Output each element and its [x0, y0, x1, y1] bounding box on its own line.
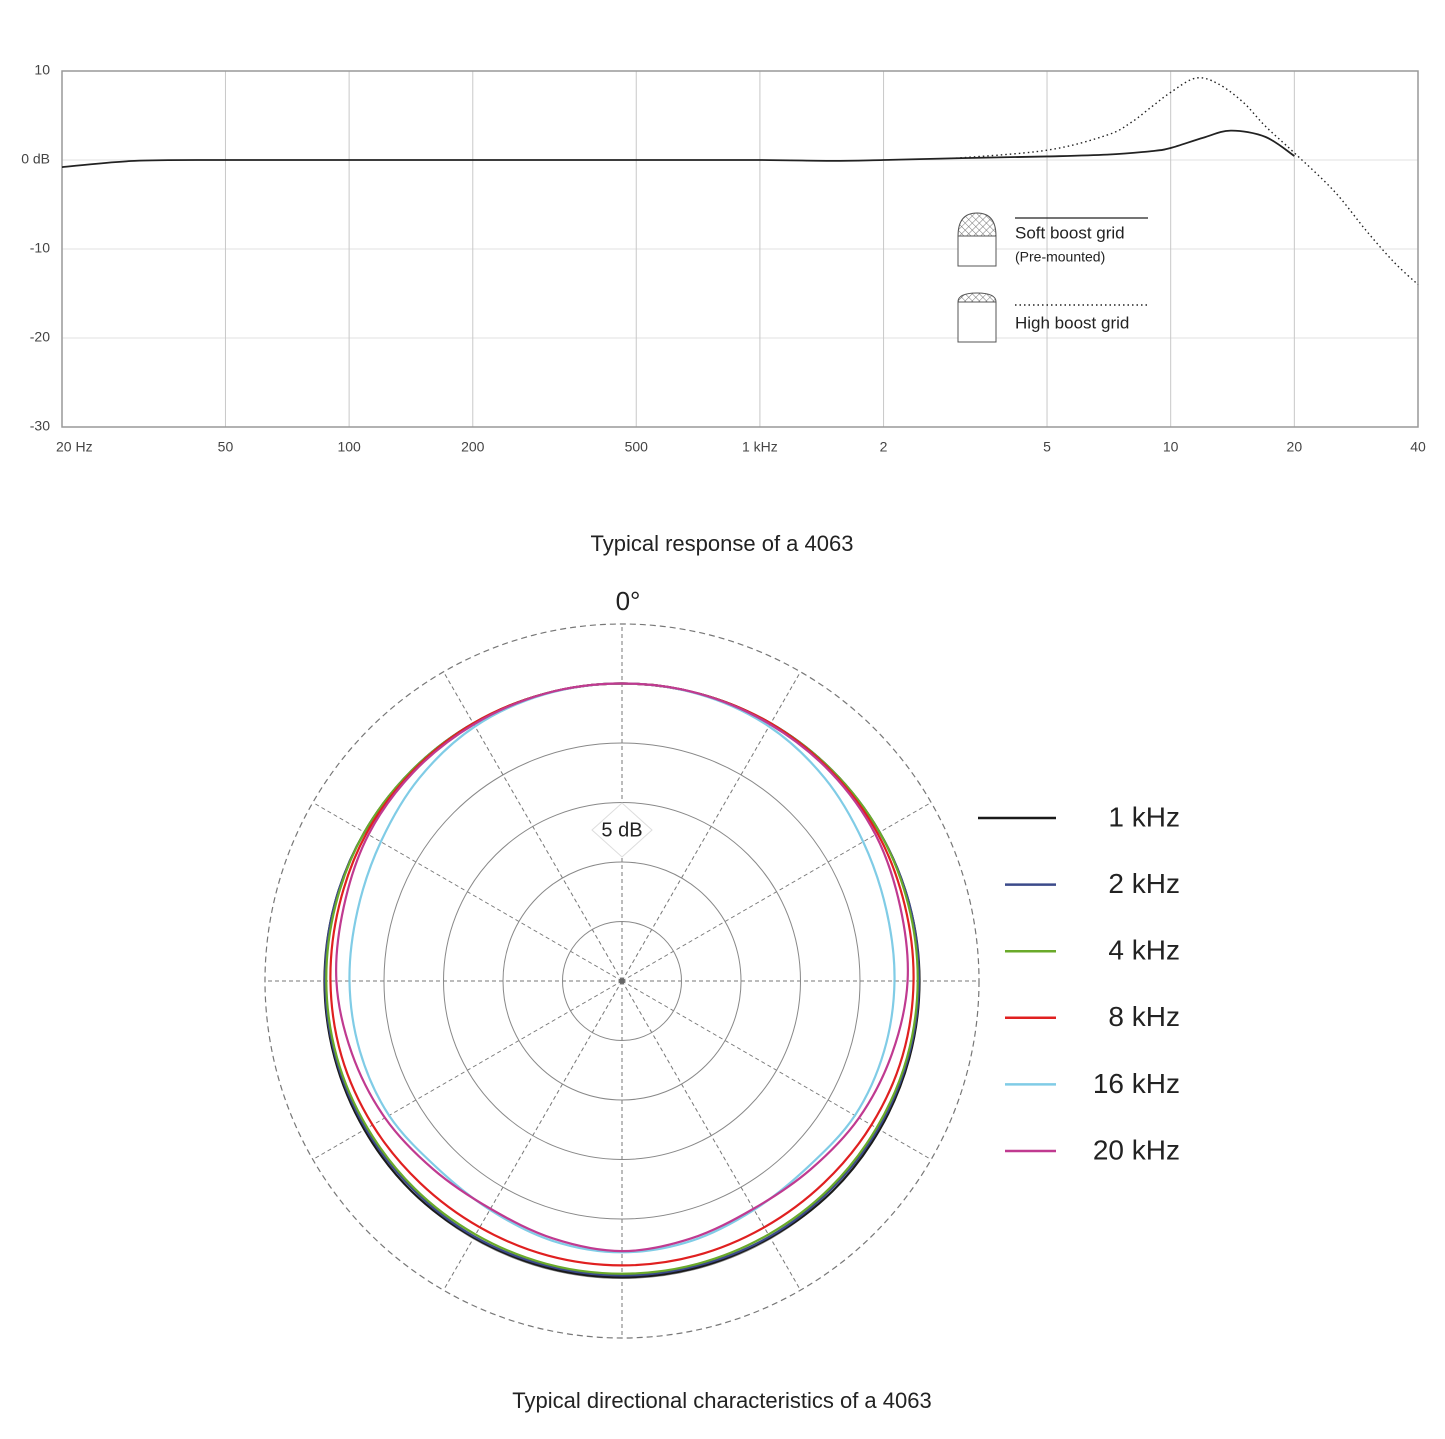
- x-tick-label: 100: [337, 439, 361, 455]
- y-tick-label: -10: [30, 240, 50, 256]
- legend-icon: [957, 235, 997, 267]
- chart-title: Typical directional characteristics of a…: [512, 1388, 931, 1413]
- legend-note: (Pre-mounted): [1015, 249, 1105, 265]
- legend-label: 8 kHz: [1108, 1001, 1180, 1032]
- x-tick-label: 20: [1287, 439, 1303, 455]
- legend-icon: [957, 292, 997, 303]
- scale-label: 5 dB: [601, 819, 642, 841]
- x-tick-label: 1 kHz: [742, 439, 778, 455]
- legend-icon: [957, 301, 997, 343]
- legend-icon: [957, 212, 997, 237]
- x-tick-label: 200: [461, 439, 485, 455]
- label-diamond: [591, 802, 653, 858]
- legend-label: High boost grid: [1015, 313, 1129, 332]
- x-tick-label: 5: [1043, 439, 1051, 455]
- y-tick-label: 10: [34, 62, 50, 78]
- plot-frame: [61, 70, 1419, 428]
- x-tick-label: 40: [1410, 439, 1426, 455]
- legend-label: 20 kHz: [1093, 1134, 1180, 1165]
- legend-label: 16 kHz: [1093, 1068, 1180, 1099]
- x-tick-label: 10: [1163, 439, 1179, 455]
- y-tick-label: -20: [30, 329, 50, 345]
- legend-label: Soft boost grid: [1015, 223, 1125, 242]
- ring: [502, 861, 742, 1101]
- polar-series: [329, 682, 915, 1267]
- line-series: [61, 129, 1295, 169]
- ring: [562, 921, 682, 1041]
- legend-label: 4 kHz: [1108, 935, 1180, 966]
- legend-label: 1 kHz: [1108, 801, 1180, 832]
- polar-series: [325, 682, 919, 1275]
- polar-series: [348, 682, 896, 1254]
- angle-label: 0°: [616, 586, 641, 616]
- x-tick-label: 500: [625, 439, 649, 455]
- ring: [383, 742, 861, 1220]
- y-tick-label: 0 dB: [21, 151, 50, 167]
- x-tick-label: 50: [218, 439, 234, 455]
- center-dot: [619, 978, 625, 984]
- chart-title: Typical response of a 4063: [591, 531, 854, 556]
- outer-ring: [264, 623, 980, 1339]
- x-tick-label: 20 Hz: [56, 439, 93, 455]
- legend-label: 2 kHz: [1108, 868, 1180, 899]
- y-tick-label: -30: [30, 418, 50, 434]
- x-tick-label: 2: [880, 439, 888, 455]
- polar-series: [335, 682, 909, 1253]
